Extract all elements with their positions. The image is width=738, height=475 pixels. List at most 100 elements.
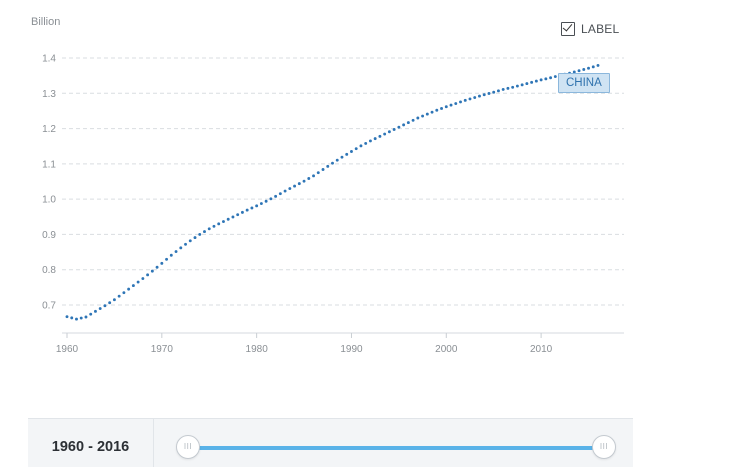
- series-point: [146, 273, 150, 277]
- y-tick-label: 1.2: [42, 124, 56, 135]
- series-point: [473, 96, 477, 99]
- series-point: [160, 261, 164, 265]
- series-point: [293, 184, 297, 188]
- series-point: [459, 100, 462, 104]
- series-point: [150, 269, 154, 273]
- x-tick-label: 1970: [151, 344, 174, 355]
- series-point: [316, 171, 320, 175]
- series-point: [226, 217, 230, 221]
- series-point: [212, 224, 216, 228]
- series-point: [496, 89, 500, 93]
- series-point: [416, 116, 420, 120]
- series-point: [321, 168, 325, 171]
- series-point: [378, 134, 382, 138]
- chart: Billion LABEL 0.7 0.8 0.9 1.0 1.1 1.2 1.3 1.4 19…: [31, 16, 624, 355]
- range-slider-end-handle[interactable]: III: [592, 435, 616, 459]
- series-point: [425, 112, 429, 116]
- series-point: [217, 222, 221, 226]
- y-tick-label: 1.0: [42, 195, 56, 206]
- series-point: [122, 291, 126, 295]
- y-tick-label: 1.1: [42, 159, 56, 170]
- series-point: [454, 102, 458, 105]
- series-point: [368, 139, 372, 143]
- series-point: [487, 92, 491, 95]
- series-point: [184, 242, 187, 246]
- y-tick-label: 1.3: [42, 89, 56, 100]
- series-point: [596, 63, 600, 67]
- x-tick-label: 1960: [56, 344, 79, 355]
- series-point: [511, 85, 515, 89]
- series-point: [141, 277, 145, 280]
- range-slider-track[interactable]: [188, 446, 606, 450]
- series-point: [350, 150, 353, 153]
- series-point: [387, 130, 391, 134]
- series-point: [240, 210, 244, 214]
- series-point: [94, 309, 97, 313]
- series-point: [549, 76, 553, 80]
- y-tick-label: 1.4: [42, 54, 56, 65]
- series-point: [544, 77, 548, 81]
- series-point: [354, 147, 358, 151]
- series-point: [364, 141, 368, 145]
- series-point: [75, 317, 78, 321]
- y-tick-label: 0.7: [42, 301, 56, 312]
- series-point: [89, 312, 93, 316]
- series-point: [506, 86, 510, 90]
- series-point: [530, 80, 534, 84]
- x-tick-label: 2010: [530, 344, 553, 355]
- series-point: [572, 70, 576, 74]
- series-point: [397, 125, 401, 129]
- chart-plot-area: 0.7 0.8 0.9 1.0 1.1 1.2 1.3 1.4 1960 1970 1980 1990…: [42, 54, 624, 355]
- series-point: [591, 65, 595, 69]
- series-point: [435, 108, 439, 112]
- y-axis-unit-label: Billion: [31, 16, 61, 28]
- series-point: [264, 199, 268, 203]
- series-point: [463, 98, 467, 102]
- series-point: [236, 213, 240, 217]
- series-point: [250, 206, 254, 210]
- series-point: [326, 164, 330, 168]
- series-point: [117, 294, 121, 298]
- series-point: [255, 204, 259, 208]
- series-point: [582, 68, 586, 71]
- series-point: [231, 215, 235, 219]
- label-checkbox[interactable]: [561, 21, 575, 36]
- x-tick-label: 1980: [246, 344, 269, 355]
- grip-icon: III: [183, 442, 193, 451]
- series-point: [79, 316, 83, 320]
- series-point: [283, 189, 287, 193]
- label-toggle[interactable]: LABEL: [561, 21, 619, 36]
- series-point: [193, 236, 197, 240]
- grip-icon: III: [599, 442, 609, 451]
- series-point: [169, 253, 173, 257]
- series-point: [335, 158, 339, 162]
- series-point: [449, 103, 453, 107]
- series-point: [345, 152, 349, 156]
- series-point: [577, 69, 581, 73]
- series-point: [222, 220, 225, 223]
- series-point: [198, 232, 202, 236]
- series-point: [70, 316, 74, 320]
- series-point: [165, 257, 169, 261]
- year-range-bar: 1960 - 2016 III III: [28, 418, 633, 467]
- series-point: [468, 97, 472, 101]
- series-point: [103, 304, 107, 308]
- series-point: [406, 121, 410, 125]
- series-point: [553, 75, 557, 78]
- series-point: [203, 230, 206, 234]
- series-point: [520, 83, 524, 87]
- series-point: [174, 250, 178, 253]
- series-point: [539, 78, 543, 82]
- series-point: [421, 114, 425, 118]
- series-point: [302, 179, 306, 183]
- series-point: [307, 177, 311, 180]
- range-slider-start-handle[interactable]: III: [176, 435, 200, 459]
- series-point: [534, 79, 538, 83]
- series-point: [482, 93, 486, 97]
- y-tick-label: 0.8: [42, 265, 56, 276]
- series-point: [269, 197, 273, 201]
- series-point: [108, 301, 112, 305]
- series-point: [525, 82, 529, 86]
- series-point: [84, 315, 88, 319]
- series-point: [179, 246, 183, 250]
